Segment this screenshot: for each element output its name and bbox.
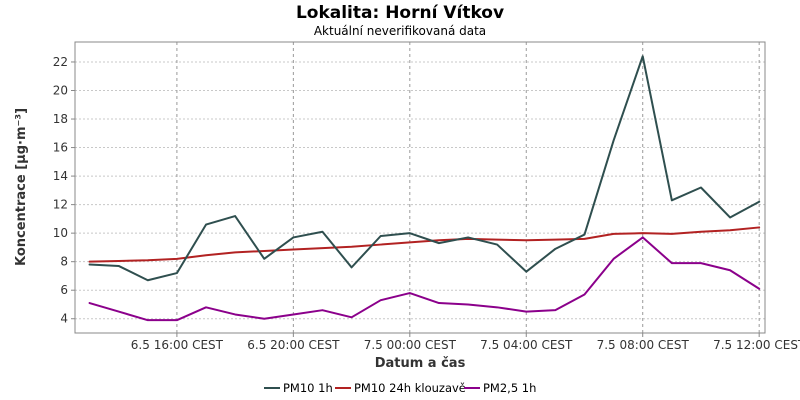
x-axis-label: Datum a čas	[375, 356, 466, 371]
legend-label: PM2,5 1h	[483, 381, 536, 395]
series-layer	[88, 55, 761, 322]
x-tick-label: 6.5 16:00 CEST	[131, 338, 224, 352]
y-tick-label: 14	[53, 169, 68, 183]
x-axis: 6.5 16:00 CEST 6.5 20:00 CEST 7.5 00:00 CE…	[131, 333, 800, 352]
series-line-2	[88, 236, 761, 322]
legend-label: PM10 1h	[283, 381, 333, 395]
y-tick-label: 18	[53, 112, 68, 126]
y-axis-label: Koncentrace [µg·m⁻³]	[14, 108, 29, 266]
x-tick-label: 7.5 08:00 CEST	[597, 338, 690, 352]
plot-area	[75, 42, 765, 333]
legend-label: PM10 24h klouzavě	[354, 381, 466, 395]
chart-title: Lokalita: Horní Vítkov	[296, 3, 504, 23]
y-tick-label: 10	[53, 226, 68, 240]
x-tick-label: 7.5 12:00 CEST	[713, 338, 800, 352]
legend: PM10 1h PM10 24h klouzavě PM2,5 1h	[264, 381, 536, 395]
x-tick-label: 7.5 04:00 CEST	[480, 338, 573, 352]
x-tick-label: 6.5 20:00 CEST	[247, 338, 340, 352]
y-tick-label: 4	[60, 312, 68, 326]
series-line-1	[88, 226, 761, 263]
y-tick-label: 16	[53, 141, 68, 155]
y-tick-label: 12	[53, 198, 68, 212]
x-tick-label: 7.5 00:00 CEST	[364, 338, 457, 352]
y-tick-label: 20	[53, 84, 68, 98]
series-line-0	[88, 55, 761, 282]
chart-subtitle: Aktuální neverifikovaná data	[314, 24, 486, 38]
y-axis: 4 6 8 10 12 14 16 18 20 22	[53, 55, 75, 326]
plot-frame	[74, 41, 766, 334]
grid	[75, 42, 765, 333]
y-tick-label: 8	[60, 255, 68, 269]
y-tick-label: 22	[53, 55, 68, 69]
y-tick-label: 6	[60, 283, 68, 297]
